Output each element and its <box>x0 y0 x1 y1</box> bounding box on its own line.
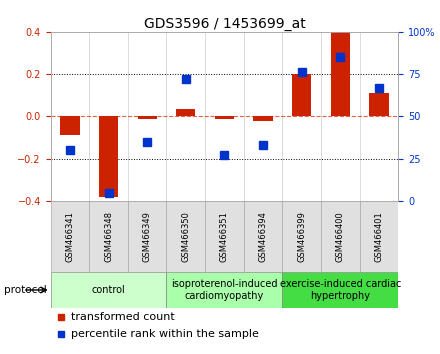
Text: control: control <box>92 285 125 295</box>
Text: isoproterenol-induced
cardiomyopathy: isoproterenol-induced cardiomyopathy <box>171 279 278 301</box>
Bar <box>244 201 282 272</box>
Text: GSM466401: GSM466401 <box>374 211 383 262</box>
Text: GSM466394: GSM466394 <box>259 211 268 262</box>
Bar <box>253 116 273 121</box>
Bar <box>282 201 321 272</box>
Bar <box>128 201 166 272</box>
Bar <box>51 201 89 272</box>
Bar <box>166 201 205 272</box>
Bar <box>215 116 234 119</box>
Bar <box>292 74 312 116</box>
Text: GSM466349: GSM466349 <box>143 211 152 262</box>
Bar <box>60 116 80 136</box>
Text: GSM466348: GSM466348 <box>104 211 113 262</box>
Bar <box>99 116 118 197</box>
Text: transformed count: transformed count <box>71 312 175 322</box>
Text: GSM466350: GSM466350 <box>181 211 190 262</box>
Bar <box>330 32 350 116</box>
Text: percentile rank within the sample: percentile rank within the sample <box>71 330 259 339</box>
Text: GSM466399: GSM466399 <box>297 211 306 262</box>
Bar <box>369 93 389 116</box>
Bar <box>176 109 195 116</box>
Bar <box>321 201 359 272</box>
Title: GDS3596 / 1453699_at: GDS3596 / 1453699_at <box>143 17 305 31</box>
Bar <box>282 272 398 308</box>
Bar <box>359 201 398 272</box>
Bar <box>51 272 166 308</box>
Bar <box>137 116 157 119</box>
Bar <box>89 201 128 272</box>
Text: GSM466341: GSM466341 <box>66 211 74 262</box>
Text: GSM466400: GSM466400 <box>336 211 345 262</box>
Bar <box>205 201 244 272</box>
Text: GSM466351: GSM466351 <box>220 211 229 262</box>
Text: protocol: protocol <box>4 285 47 295</box>
Text: exercise-induced cardiac
hypertrophy: exercise-induced cardiac hypertrophy <box>279 279 401 301</box>
Bar <box>166 272 282 308</box>
